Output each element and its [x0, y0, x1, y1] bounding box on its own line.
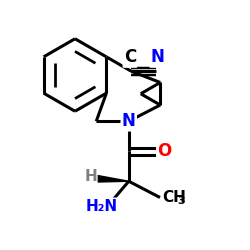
Text: 3: 3 [177, 196, 184, 206]
Text: H: H [84, 169, 97, 184]
Text: N: N [150, 48, 164, 66]
Polygon shape [98, 176, 129, 182]
Text: N: N [122, 112, 136, 130]
Text: H₂N: H₂N [85, 199, 117, 214]
Text: C: C [124, 48, 136, 66]
Text: O: O [158, 142, 172, 160]
Text: CH: CH [162, 190, 186, 205]
